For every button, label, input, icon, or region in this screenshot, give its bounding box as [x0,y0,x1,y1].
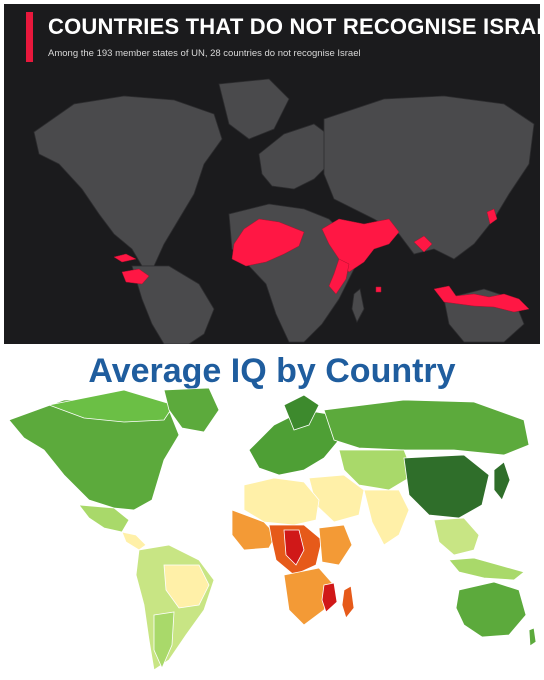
southeast-asia-region [433,517,480,556]
north-korea-highlight [486,208,498,225]
greenland-region [163,387,220,433]
europe-land [258,123,335,190]
china-region [403,454,490,519]
iq-map-panel: Average IQ by Country [4,350,540,676]
new-zealand-region [528,627,537,647]
iq-map-title: Average IQ by Country [88,352,456,390]
russia-region [323,399,530,456]
comoros-highlight [375,286,382,293]
brazil-region [163,564,210,609]
north-america-land [33,95,223,267]
cuba-highlight [113,253,137,263]
madagascar-region [341,585,355,619]
greenland-land [218,78,290,140]
asia-land [323,95,535,260]
southern-africa-region [283,567,335,626]
scandinavia-region [283,394,320,431]
canada-north-region [47,389,175,423]
north-africa-region [243,477,320,526]
south-asia-region [363,489,410,546]
north-africa-highlight [231,218,305,267]
recognition-map-panel: COUNTRIES THAT DO NOT RECOGNISE ISRAEL A… [4,4,540,344]
japan-korea-region [493,461,511,501]
indonesia-region [448,557,525,581]
west-africa-region [231,509,277,551]
panel-divider [4,344,540,350]
recognition-map-subtitle: Among the 193 member states of UN, 28 co… [48,48,361,59]
recognition-map-title: COUNTRIES THAT DO NOT RECOGNISE ISRAEL [48,14,540,39]
central-africa-core-region [283,529,305,566]
south-america-land [131,265,215,344]
south-america-region [135,544,215,671]
recognition-world-map [33,78,535,344]
venezuela-highlight [121,268,150,285]
iq-world-map [8,387,537,671]
australia-region [455,581,527,638]
argentina-region [153,611,175,669]
mozambique-region [321,582,338,613]
middle-east-highlight [321,218,400,273]
horn-of-africa-highlight [328,258,350,295]
madagascar-land [351,288,365,323]
south-asia-highlight [413,235,433,253]
title-accent-bar [26,12,33,62]
east-africa-region [318,524,353,566]
central-america-region [121,531,147,551]
indonesia-highlight [433,285,530,313]
